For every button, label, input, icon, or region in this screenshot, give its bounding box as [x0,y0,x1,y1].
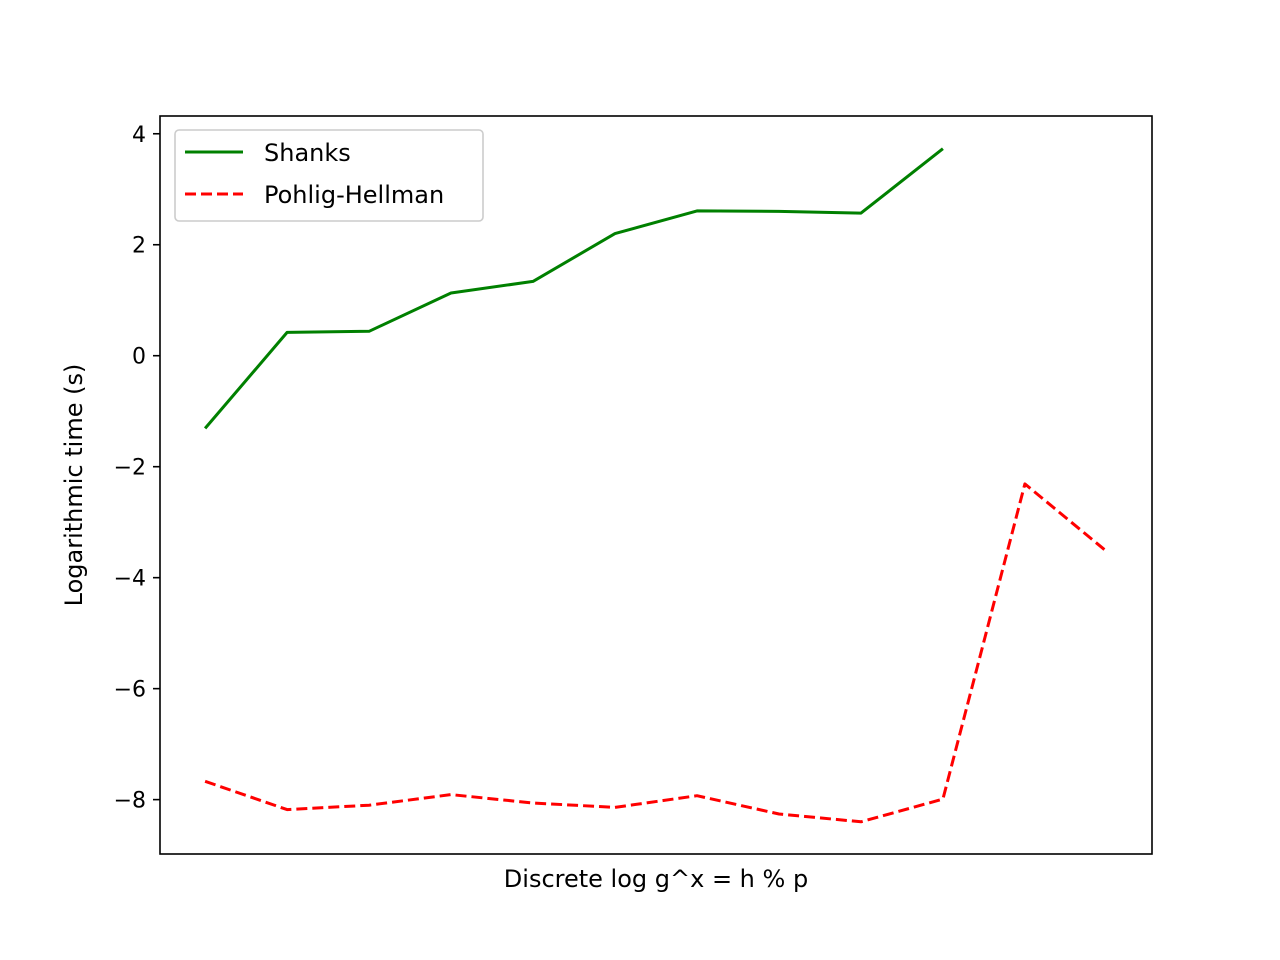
y-tick-label: −8 [114,789,146,814]
y-tick-label: −2 [114,456,146,481]
data-point-shanks [695,209,699,213]
data-point-shanks [613,232,617,236]
data-point-pohlig-hellman [859,820,863,824]
data-point-shanks [203,426,207,430]
y-tick-label: −6 [114,678,146,703]
data-point-pohlig-hellman [449,793,453,797]
legend-label-pohlig-hellman: Pohlig-Hellman [264,181,444,209]
legend-box [174,129,484,222]
y-tick-label: −4 [114,567,146,592]
series-line-shanks [203,147,944,430]
data-point-pohlig-hellman [203,779,207,783]
data-point-shanks [531,279,535,283]
data-point-shanks [777,209,781,213]
data-point-shanks [859,211,863,215]
series-layer [203,147,1109,824]
legend-label-shanks: Shanks [264,139,351,167]
data-point-pohlig-hellman [367,803,371,807]
x-axis-label: Discrete log g^x = h % p [504,865,808,893]
data-point-shanks [367,329,371,333]
data-point-pohlig-hellman [777,812,781,816]
legend: Shanks Pohlig-Hellman [174,129,484,222]
y-tick-label: 0 [132,345,146,370]
data-point-shanks [285,330,289,334]
y-tick-label: 2 [132,234,146,259]
data-point-pohlig-hellman [941,797,945,801]
y-axis: 4 2 0 −2 −4 −6 −8 [114,123,160,814]
data-point-shanks [449,291,453,295]
data-point-pohlig-hellman [285,808,289,812]
series-line-pohlig-hellman [204,482,1108,824]
plot-frame [159,115,1153,855]
data-point-pohlig-hellman [695,794,699,798]
data-point-pohlig-hellman [613,805,617,809]
data-point-pohlig-hellman [1023,482,1027,486]
y-tick-label: 4 [132,123,146,148]
data-point-shanks [941,147,945,151]
y-axis-label: Logarithmic time (s) [60,364,88,607]
data-point-pohlig-hellman [1105,550,1109,554]
data-point-pohlig-hellman [531,801,535,805]
